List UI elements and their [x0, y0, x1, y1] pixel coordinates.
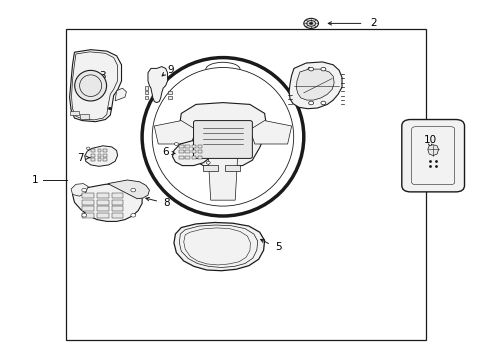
Bar	[82, 213, 94, 218]
Bar	[98, 154, 101, 157]
FancyBboxPatch shape	[402, 120, 465, 192]
Ellipse shape	[131, 188, 136, 192]
Bar	[91, 149, 95, 152]
Polygon shape	[71, 184, 88, 196]
Bar	[66, 29, 426, 340]
Polygon shape	[115, 88, 126, 101]
Text: 3: 3	[99, 71, 106, 81]
Ellipse shape	[321, 101, 326, 105]
Ellipse shape	[174, 143, 178, 145]
Text: 7: 7	[77, 153, 84, 163]
Ellipse shape	[304, 18, 318, 28]
FancyBboxPatch shape	[194, 121, 252, 158]
Polygon shape	[70, 50, 122, 122]
Bar	[82, 206, 94, 211]
Polygon shape	[85, 146, 118, 166]
Polygon shape	[289, 62, 342, 109]
Bar	[145, 96, 148, 99]
Text: 2: 2	[370, 18, 377, 28]
Bar	[82, 200, 94, 205]
Ellipse shape	[309, 101, 314, 105]
Bar	[98, 149, 101, 152]
Bar	[91, 154, 95, 157]
Ellipse shape	[321, 67, 326, 71]
Bar	[198, 156, 202, 159]
Ellipse shape	[307, 21, 316, 26]
Bar	[112, 206, 123, 211]
Polygon shape	[154, 121, 196, 144]
Ellipse shape	[131, 213, 136, 217]
Polygon shape	[172, 140, 212, 166]
Bar	[112, 200, 123, 205]
Polygon shape	[73, 184, 142, 221]
Bar	[145, 91, 148, 94]
Ellipse shape	[74, 71, 106, 101]
Bar	[185, 150, 190, 153]
Bar	[179, 150, 184, 153]
Bar	[185, 156, 190, 159]
Bar	[168, 91, 172, 94]
Bar	[103, 154, 107, 157]
Ellipse shape	[86, 147, 90, 150]
Text: 10: 10	[424, 135, 437, 145]
Text: 4: 4	[304, 67, 311, 77]
Bar	[192, 145, 196, 148]
Bar	[192, 156, 196, 159]
Bar	[185, 145, 190, 148]
Bar	[97, 193, 109, 198]
Bar	[112, 193, 123, 198]
Bar	[203, 165, 218, 171]
Text: 9: 9	[167, 65, 174, 75]
Polygon shape	[108, 180, 149, 199]
Polygon shape	[179, 103, 267, 166]
Text: 6: 6	[162, 147, 169, 157]
Text: 8: 8	[163, 198, 170, 208]
Bar	[225, 165, 240, 171]
Ellipse shape	[310, 22, 313, 24]
Polygon shape	[296, 69, 334, 100]
Ellipse shape	[309, 67, 314, 71]
Bar	[198, 150, 202, 153]
Bar	[198, 145, 202, 148]
Bar	[82, 193, 94, 198]
Bar	[103, 158, 107, 161]
Bar	[145, 86, 148, 90]
Bar	[91, 158, 95, 161]
Text: 5: 5	[275, 242, 282, 252]
Bar	[192, 150, 196, 153]
Bar	[70, 111, 79, 115]
Bar	[168, 96, 172, 99]
Text: 1: 1	[32, 175, 39, 185]
Polygon shape	[428, 145, 439, 156]
Ellipse shape	[82, 213, 87, 217]
Bar	[98, 158, 101, 161]
Bar	[179, 145, 184, 148]
Polygon shape	[208, 157, 238, 200]
Polygon shape	[148, 67, 168, 103]
Bar	[97, 200, 109, 205]
Bar	[103, 149, 107, 152]
Bar	[97, 213, 109, 218]
Polygon shape	[250, 121, 292, 144]
Ellipse shape	[82, 188, 87, 192]
Bar	[179, 156, 184, 159]
Ellipse shape	[206, 161, 210, 164]
Polygon shape	[174, 222, 265, 271]
Bar	[80, 114, 89, 119]
Bar	[97, 206, 109, 211]
Bar	[112, 213, 123, 218]
